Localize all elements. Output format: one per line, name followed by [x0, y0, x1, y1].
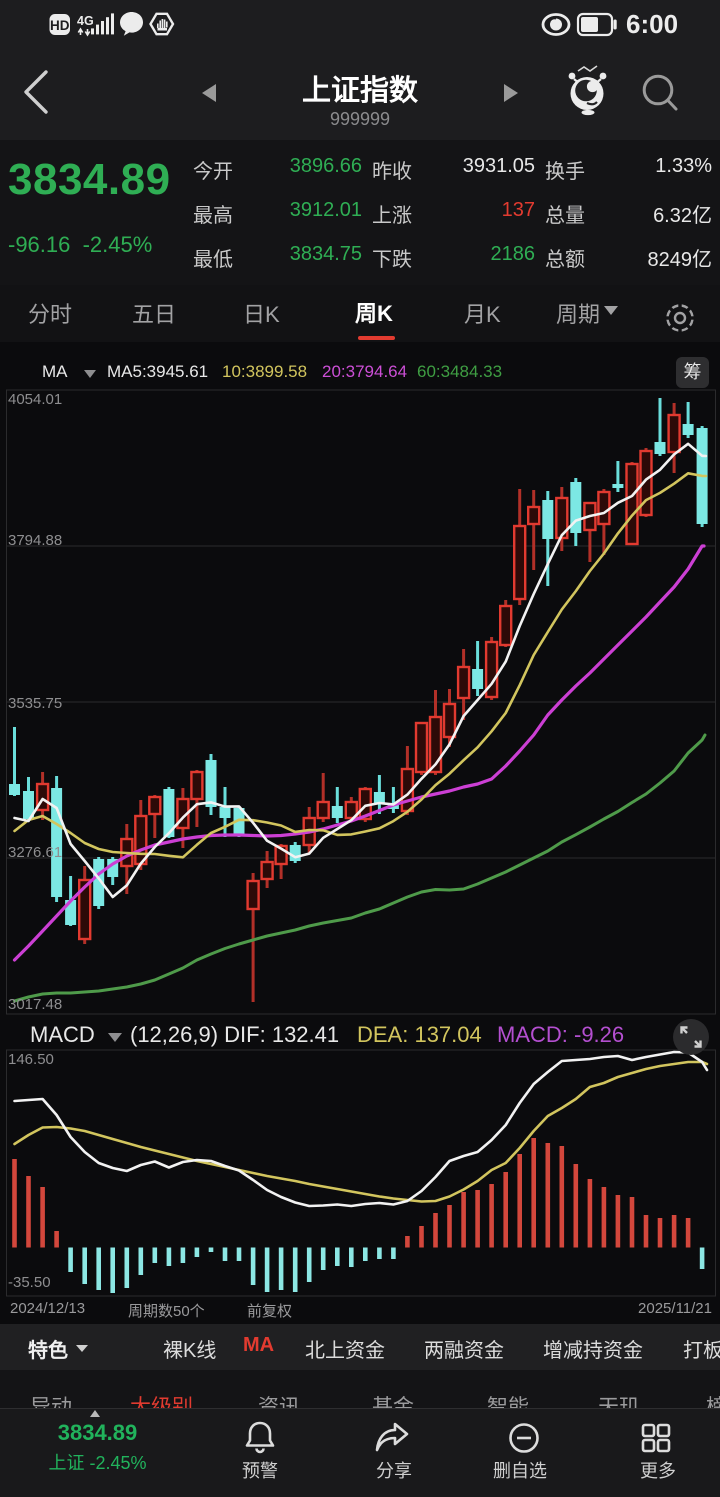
svg-text:4G: 4G	[77, 14, 94, 28]
svg-text:-35.50: -35.50	[8, 1274, 51, 1291]
svg-text:HD: HD	[50, 18, 70, 33]
svg-text:上证指数: 上证指数	[302, 74, 419, 107]
svg-text:3276.61: 3276.61	[8, 844, 62, 861]
svg-text:6:00: 6:00	[626, 9, 678, 39]
svg-text:4054.01: 4054.01	[8, 391, 62, 408]
svg-text:3794.88: 3794.88	[8, 532, 62, 549]
svg-text:146.50: 146.50	[8, 1051, 54, 1068]
svg-text:3017.48: 3017.48	[8, 996, 62, 1013]
svg-text:3535.75: 3535.75	[8, 695, 62, 712]
svg-text:999999: 999999	[330, 109, 390, 129]
